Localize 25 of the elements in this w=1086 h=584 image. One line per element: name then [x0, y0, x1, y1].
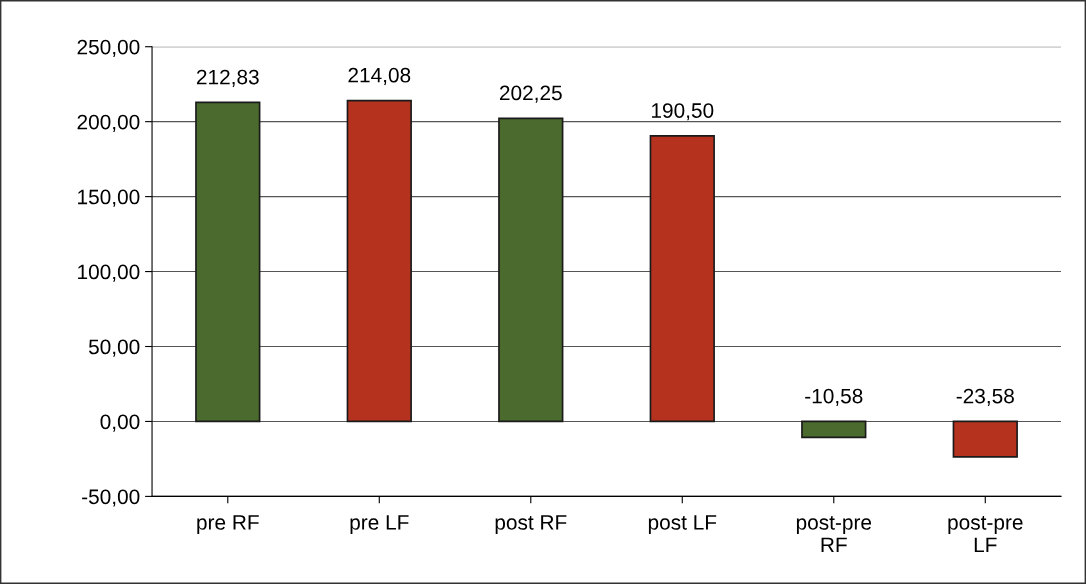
data-label: 202,25 — [499, 85, 562, 103]
bar — [195, 101, 261, 423]
bar — [346, 99, 412, 423]
y-tick-label: 0,00 — [100, 414, 140, 432]
x-tick-label: pre RF — [197, 515, 259, 534]
y-tick-label: 100,00 — [78, 264, 140, 282]
data-label: -10,58 — [805, 388, 863, 406]
y-tick-label: -50,00 — [82, 489, 140, 507]
data-label: -23,58 — [956, 388, 1014, 406]
x-tick-label: post LF — [648, 515, 717, 534]
data-label: 212,83 — [196, 69, 259, 87]
bar — [498, 117, 564, 423]
bar — [952, 420, 1018, 458]
y-tick-label: 250,00 — [77, 39, 140, 57]
x-tick-label: post-pre RF — [796, 516, 872, 552]
bar — [801, 420, 867, 439]
y-tick-label: 150,00 — [78, 189, 140, 207]
data-label: 214,08 — [348, 67, 411, 86]
y-tick-label: 50,00 — [88, 339, 140, 357]
x-tick-label: post-pre LF — [948, 516, 1023, 552]
x-tick-label: pre LF — [350, 515, 409, 534]
bar — [649, 135, 715, 423]
y-tick-label: 200,00 — [77, 114, 140, 132]
data-label: 190,50 — [652, 103, 714, 121]
x-tick-label: post RF — [495, 515, 567, 534]
